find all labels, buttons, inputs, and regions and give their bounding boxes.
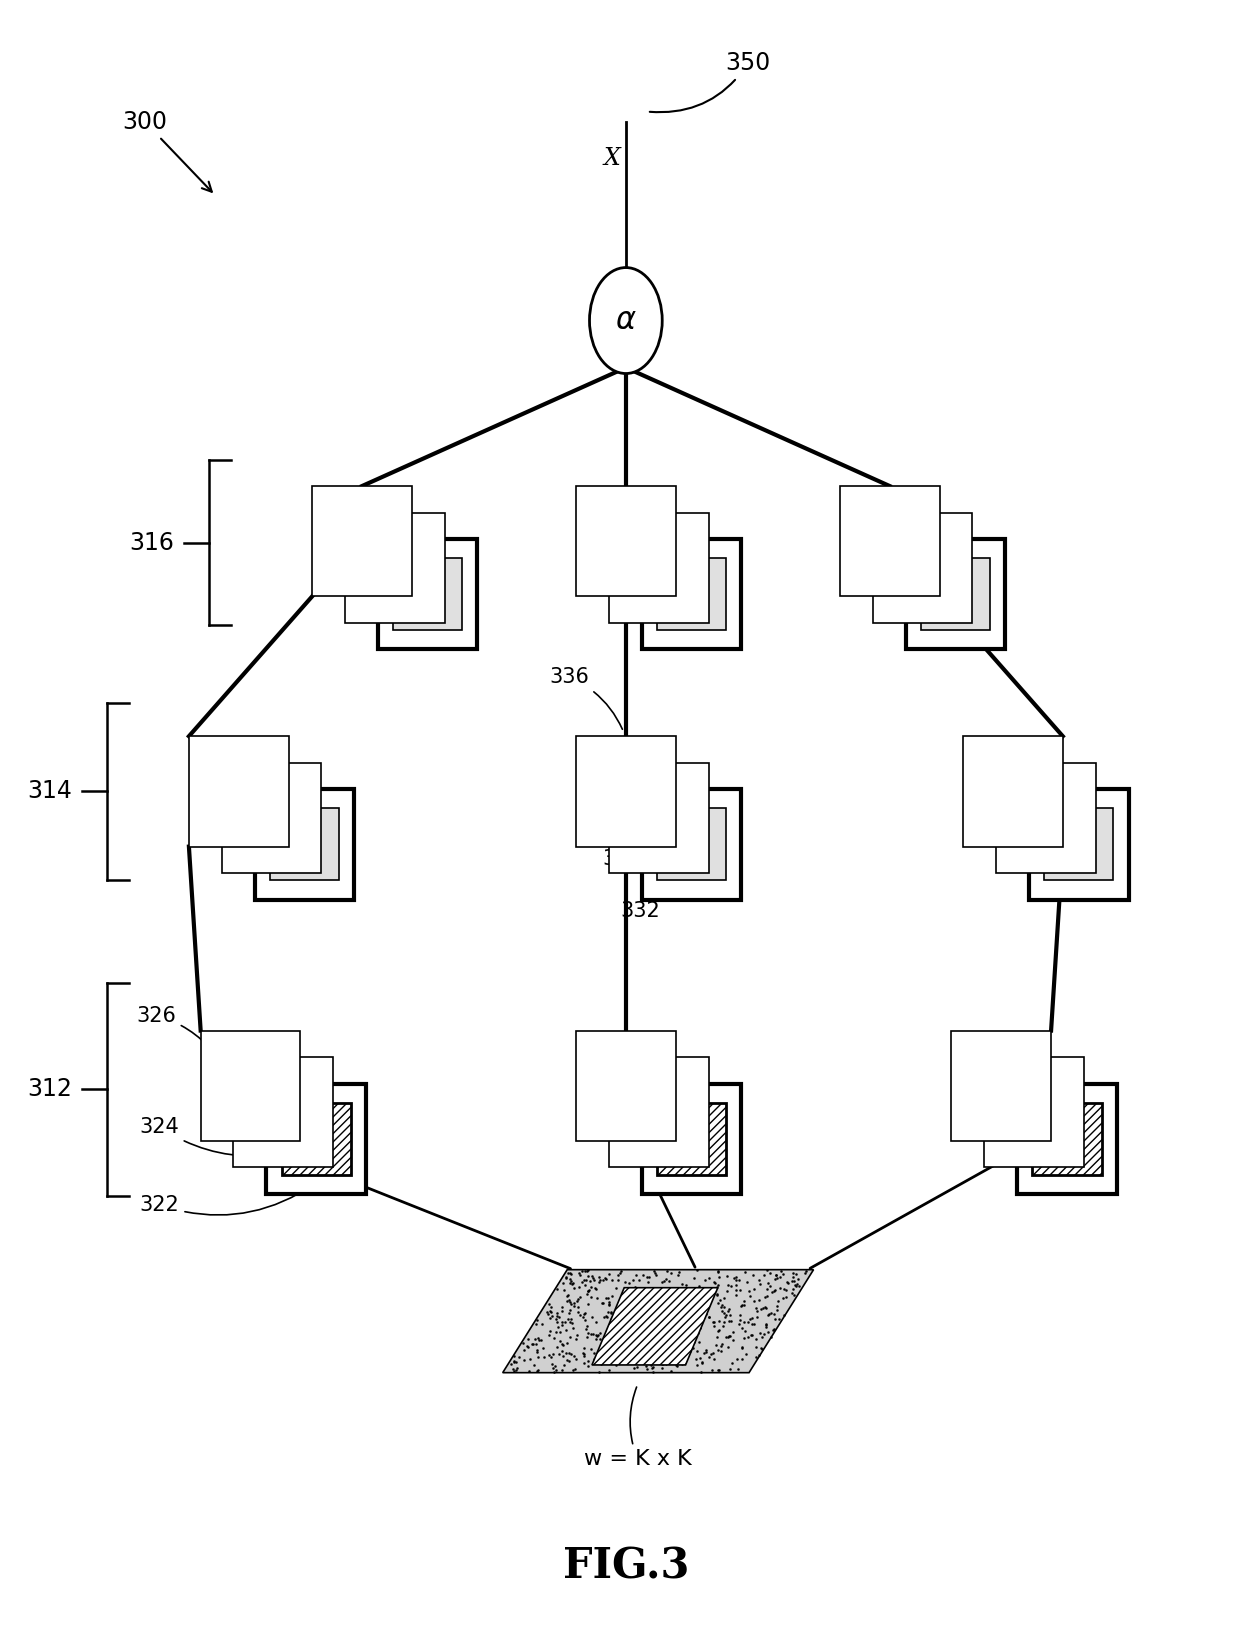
Ellipse shape — [589, 267, 662, 374]
Bar — [1029, 789, 1128, 900]
Bar — [642, 789, 742, 900]
Bar — [1017, 1084, 1117, 1194]
Bar — [905, 539, 1006, 649]
Bar — [1044, 809, 1114, 880]
Bar — [951, 1030, 1052, 1141]
Bar — [378, 539, 477, 649]
Text: FIG.3: FIG.3 — [563, 1546, 689, 1588]
Bar — [281, 1103, 351, 1175]
Bar — [873, 513, 972, 623]
Bar — [642, 539, 742, 649]
Bar — [642, 1084, 742, 1194]
Bar — [345, 513, 445, 623]
Bar — [577, 737, 676, 846]
Bar — [996, 763, 1096, 874]
Bar — [267, 1084, 366, 1194]
Bar — [657, 1103, 727, 1175]
Bar — [201, 1030, 300, 1141]
Bar — [577, 486, 676, 597]
Text: 324: 324 — [140, 1116, 280, 1157]
Bar — [609, 763, 708, 874]
Text: 332: 332 — [620, 848, 693, 921]
Text: w = K x K: w = K x K — [584, 1388, 692, 1469]
Polygon shape — [502, 1269, 813, 1373]
Text: 350: 350 — [650, 50, 771, 112]
Text: 312: 312 — [27, 1077, 72, 1101]
Bar — [222, 763, 321, 874]
Text: 326: 326 — [136, 1005, 208, 1046]
Bar — [393, 558, 463, 630]
Text: X: X — [604, 146, 620, 171]
Bar — [657, 558, 727, 630]
Bar — [963, 737, 1063, 846]
Bar — [233, 1058, 334, 1168]
Text: 336: 336 — [549, 667, 622, 729]
Text: 322: 322 — [140, 1184, 314, 1215]
Text: 314: 314 — [27, 779, 72, 804]
Bar — [609, 513, 708, 623]
Bar — [657, 809, 727, 880]
Text: 300: 300 — [123, 111, 212, 192]
Bar — [985, 1058, 1084, 1168]
Bar — [188, 737, 289, 846]
Text: 316: 316 — [129, 530, 175, 555]
Bar — [312, 486, 412, 597]
Bar — [577, 1030, 676, 1141]
Text: $\alpha$: $\alpha$ — [615, 304, 636, 337]
Bar — [921, 558, 990, 630]
Bar — [270, 809, 339, 880]
Bar — [609, 1058, 708, 1168]
Polygon shape — [591, 1287, 718, 1365]
Bar — [254, 789, 355, 900]
Bar — [839, 486, 940, 597]
Bar — [1033, 1103, 1101, 1175]
Text: 334: 334 — [603, 814, 661, 869]
